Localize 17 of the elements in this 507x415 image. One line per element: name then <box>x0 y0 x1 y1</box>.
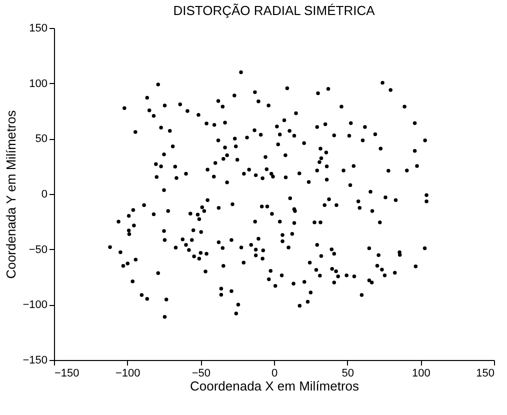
x-tick-label: 100 <box>412 368 430 380</box>
x-tick-label: −100 <box>115 368 140 380</box>
y-tick-label: 100 <box>29 78 48 90</box>
y-tick-label: 50 <box>35 133 48 146</box>
x-tick-label: −50 <box>192 368 211 380</box>
x-tick-label: −150 <box>54 368 80 380</box>
y-tick-label: −150 <box>22 354 48 366</box>
y-axis-title: Coordenada Y em Milímetros <box>4 110 19 279</box>
x-axis-title: Coordenada X em Milímetros <box>190 378 360 394</box>
chart-title: DISTORÇÃO RADIAL SIMÉTRICA <box>173 3 376 18</box>
x-tick-label: 50 <box>342 368 354 380</box>
x-tick-label: 0 <box>271 368 278 380</box>
y-tick-label: −100 <box>22 299 48 312</box>
x-tick-label: 150 <box>476 368 494 380</box>
y-tick-label: 0 <box>41 188 48 200</box>
y-tick-label: −50 <box>28 244 48 256</box>
y-tick-label: 150 <box>29 22 48 34</box>
